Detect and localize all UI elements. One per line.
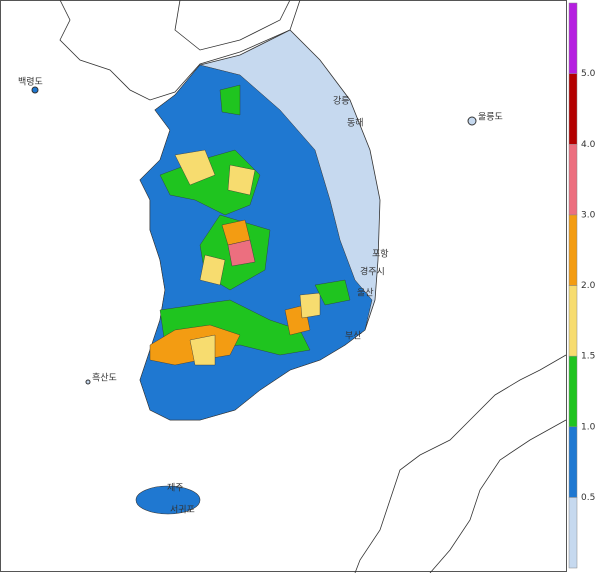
place-label: 제주 [167,483,184,494]
north-border [174,0,291,51]
legend-swatch [568,497,578,569]
region-yellow [189,334,216,366]
place-label: 동해 [347,118,364,129]
place-label: 백령도 [18,76,43,88]
legend-tick-label: 1.0 [581,422,596,432]
legend-swatch [568,355,578,427]
region-yellow [227,164,256,196]
ulleungdo-island [467,116,477,126]
place-label: 포항 [372,249,389,260]
region-yellow [199,254,226,286]
legend-swatch [568,73,578,145]
legend-swatch [568,144,578,216]
region-yellow [174,149,216,186]
place-label: 흑산도 [92,372,117,384]
legend-tick-label: 3.0 [581,210,596,220]
legend-swatch [568,285,578,357]
jeju-island [135,485,201,515]
baengnyeongdo-island [31,86,39,94]
place-label: 울산 [357,288,374,299]
place-label: 울릉도 [478,112,503,123]
legend-swatch [568,2,578,74]
heuksando-island [85,379,91,385]
region-pink [227,239,256,267]
legend-swatch [568,214,578,286]
place-label: 경주시 [360,266,385,278]
place-label: 강릉 [333,96,350,107]
legend-tick-label: 4.0 [581,140,596,150]
legend-swatch [568,426,578,498]
region-green [314,279,351,306]
japan-coast [354,354,567,573]
legend-tick-label: 1.5 [581,352,595,362]
legend-tick-label: 0.5 [581,493,595,503]
place-label: 부산 [345,331,362,342]
north-coast [59,0,301,101]
place-label: 서귀포 [170,505,195,516]
region-green [219,84,241,116]
legend-tick-label: 2.0 [581,281,596,291]
japan-coast [429,419,567,573]
legend-tick-label: 5.0 [581,69,596,79]
region-yellow [299,292,321,319]
